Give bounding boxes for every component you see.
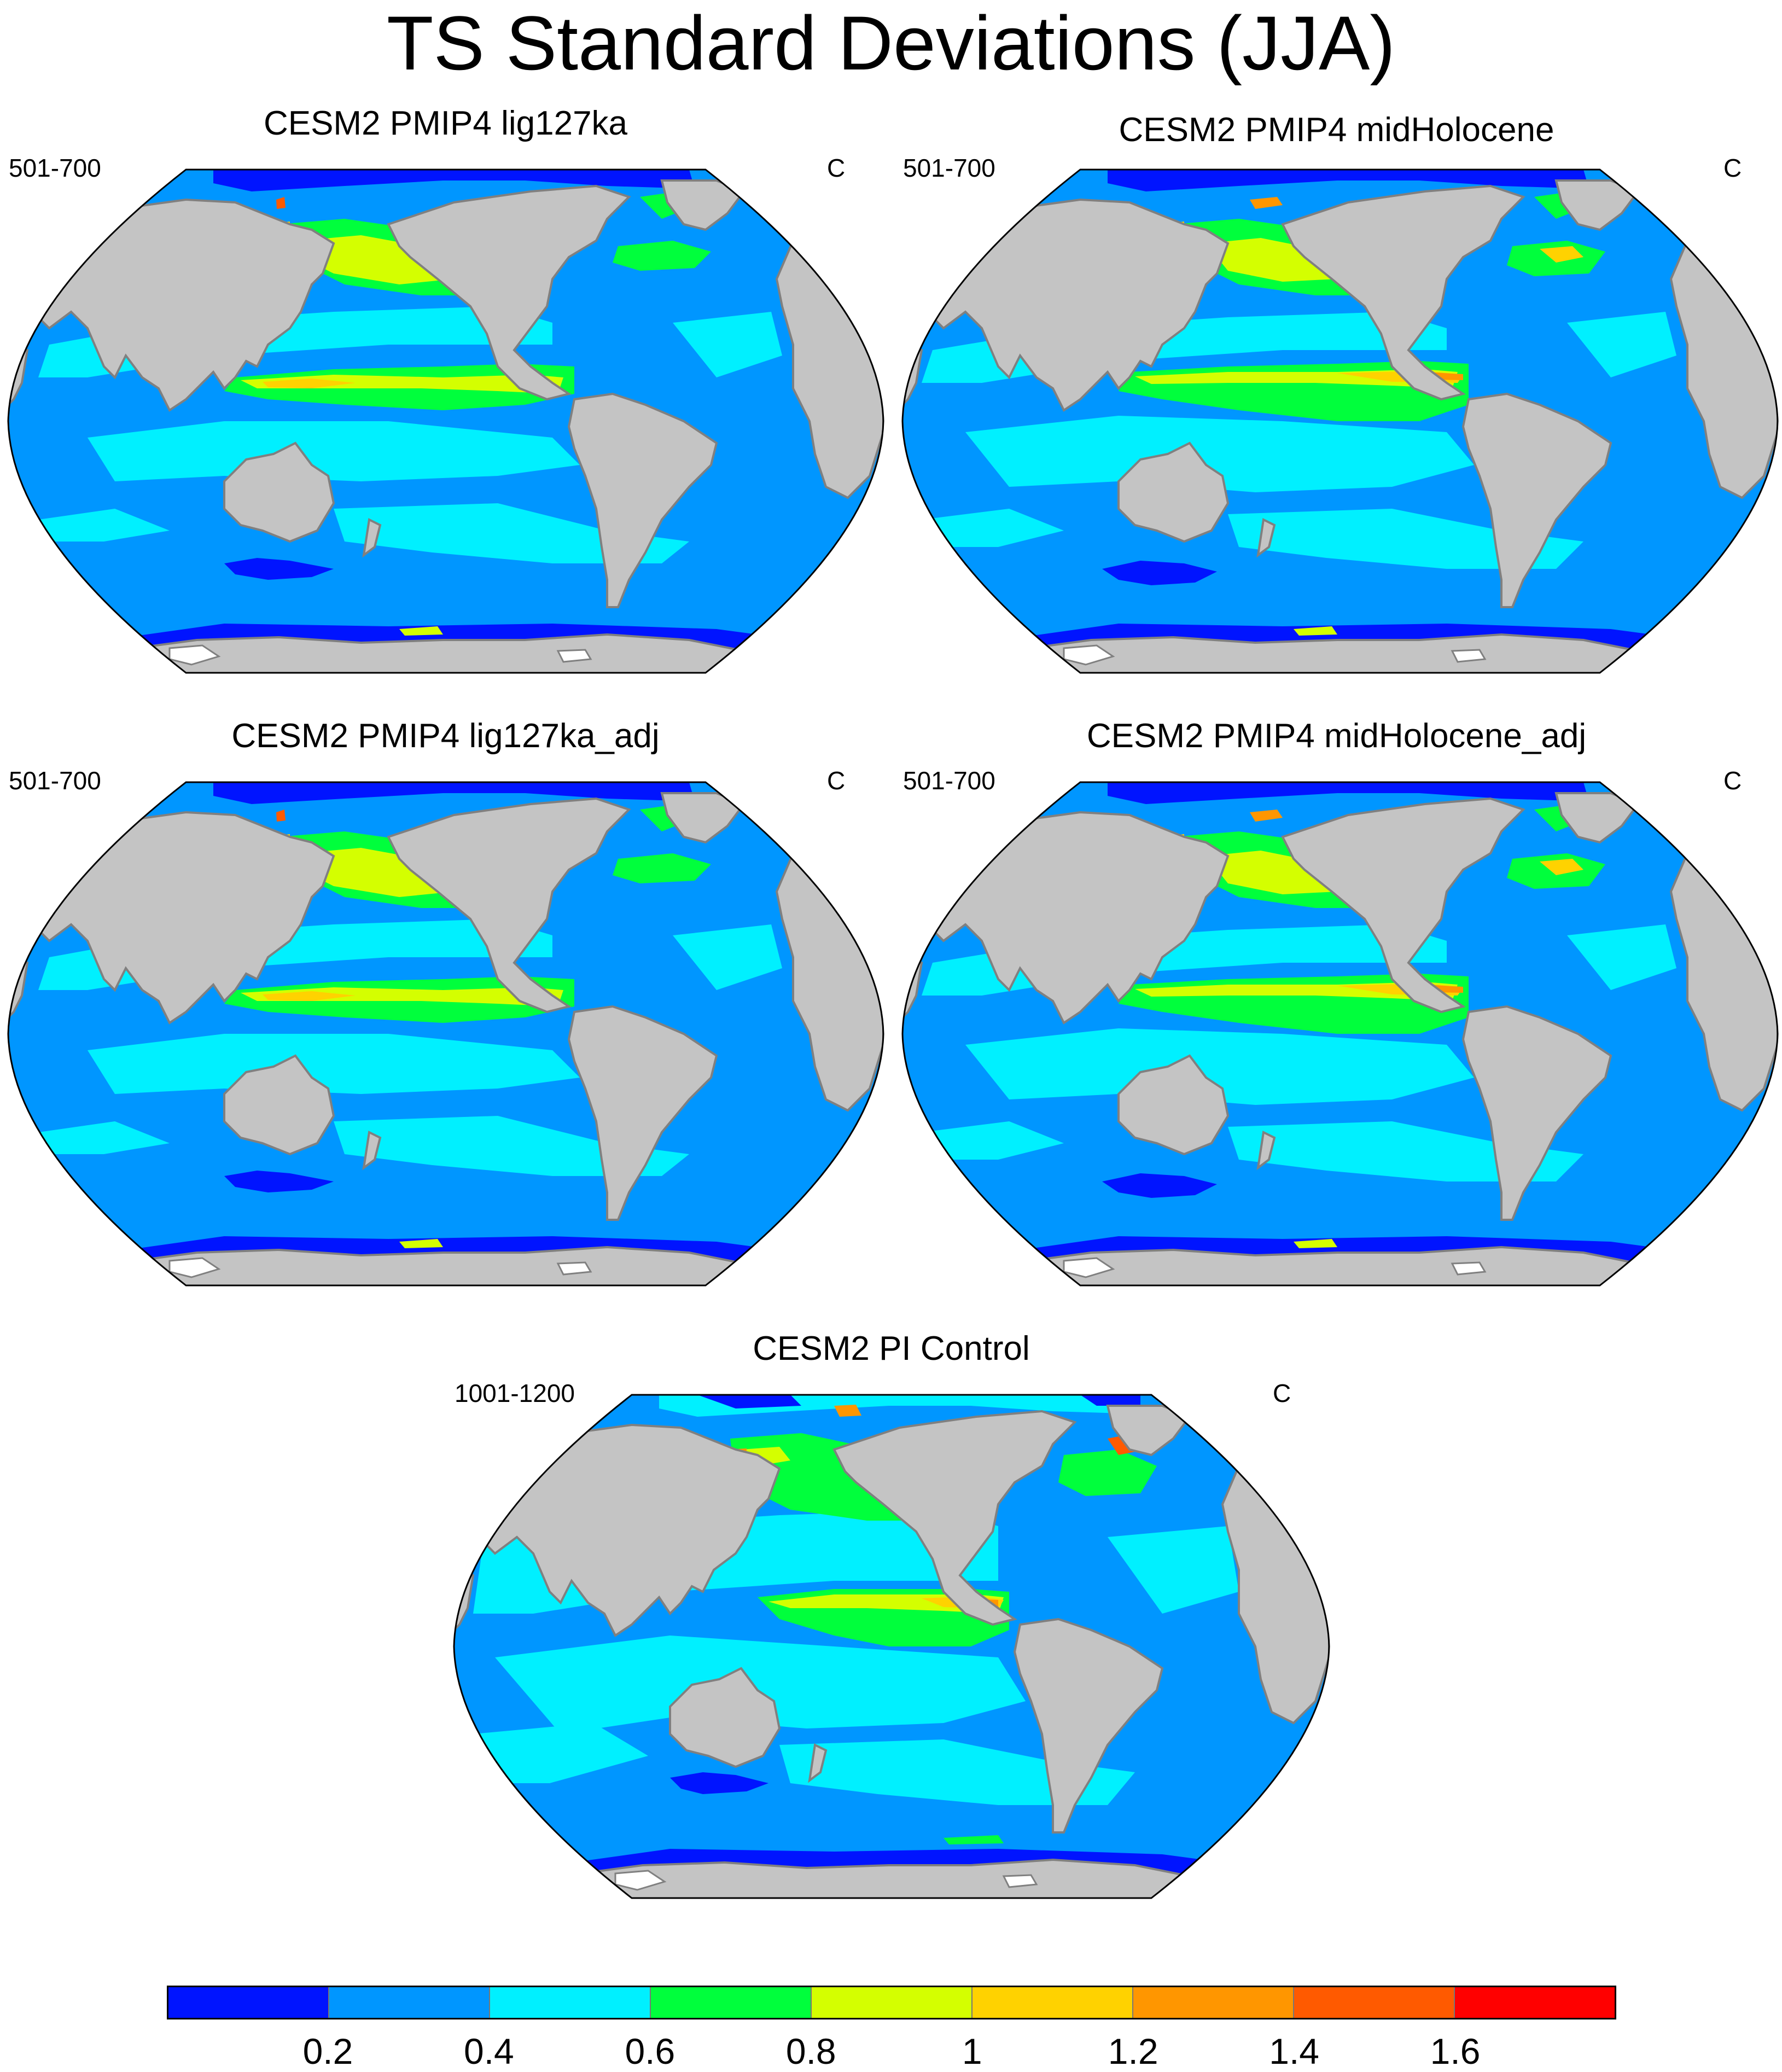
colorbar-box <box>1294 1987 1455 2018</box>
robinson-map <box>900 148 1780 695</box>
colorbar-box <box>1455 1987 1615 2018</box>
colorbar-tick-label: 0.2 <box>302 2031 353 2071</box>
panel-units-label: C <box>1723 154 1742 182</box>
panel-units-label: C <box>1723 766 1742 795</box>
colorbar-box <box>329 1987 490 2018</box>
map-panel: CESM2 PMIP4 lig127ka_adj 501-700 C <box>0 717 891 1307</box>
panel-title: CESM2 PMIP4 midHolocene <box>1119 111 1554 149</box>
panel-title: CESM2 PMIP4 midHolocene_adj <box>1086 717 1587 755</box>
map-panel: CESM2 PI Control 1001-1200 C <box>446 1329 1337 1920</box>
panel-units-label: C <box>827 154 846 182</box>
colorbar-tick-label: 1.6 <box>1430 2031 1481 2071</box>
panel-units-label: C <box>827 766 846 795</box>
robinson-map <box>5 760 886 1307</box>
robinson-map <box>451 1373 1332 1920</box>
robinson-map <box>900 760 1780 1307</box>
colorbar-box <box>490 1987 651 2018</box>
map-panel: CESM2 PMIP4 midHolocene_adj 501-700 C <box>891 717 1782 1307</box>
colorbar-tick-label: 0.6 <box>625 2031 675 2071</box>
panel-years-label: 501-700 <box>9 766 101 795</box>
panel-units-label: C <box>1273 1379 1291 1407</box>
map-panel: CESM2 PMIP4 lig127ka 501-700 C <box>0 104 891 695</box>
colorbar-box <box>812 1987 972 2018</box>
panel-years-label: 1001-1200 <box>455 1379 575 1407</box>
colorbar-tick-label: 1.4 <box>1269 2031 1319 2071</box>
figure-title: TS Standard Deviations (JJA) <box>386 0 1396 86</box>
map-panel: CESM2 PMIP4 midHolocene 501-700 C <box>891 104 1782 695</box>
panel-title: CESM2 PMIP4 lig127ka_adj <box>231 717 660 755</box>
colorbar-box <box>168 1987 329 2018</box>
panel-title: CESM2 PMIP4 lig127ka <box>263 104 628 142</box>
colorbar-tick-label: 1.2 <box>1108 2031 1158 2071</box>
colorbar-tick-label: 0.4 <box>464 2031 514 2071</box>
colorbar-tick-label: 0.8 <box>785 2031 836 2071</box>
colorbar <box>167 1986 1616 2019</box>
colorbar-tick-label: 1 <box>962 2031 982 2071</box>
colorbar-box <box>1133 1987 1294 2018</box>
robinson-map <box>5 148 886 695</box>
panel-title: CESM2 PI Control <box>753 1330 1030 1367</box>
colorbar-box <box>972 1987 1133 2018</box>
panel-years-label: 501-700 <box>9 154 101 182</box>
colorbar-box <box>651 1987 812 2018</box>
panel-years-label: 501-700 <box>903 154 995 182</box>
panel-years-label: 501-700 <box>903 766 995 795</box>
